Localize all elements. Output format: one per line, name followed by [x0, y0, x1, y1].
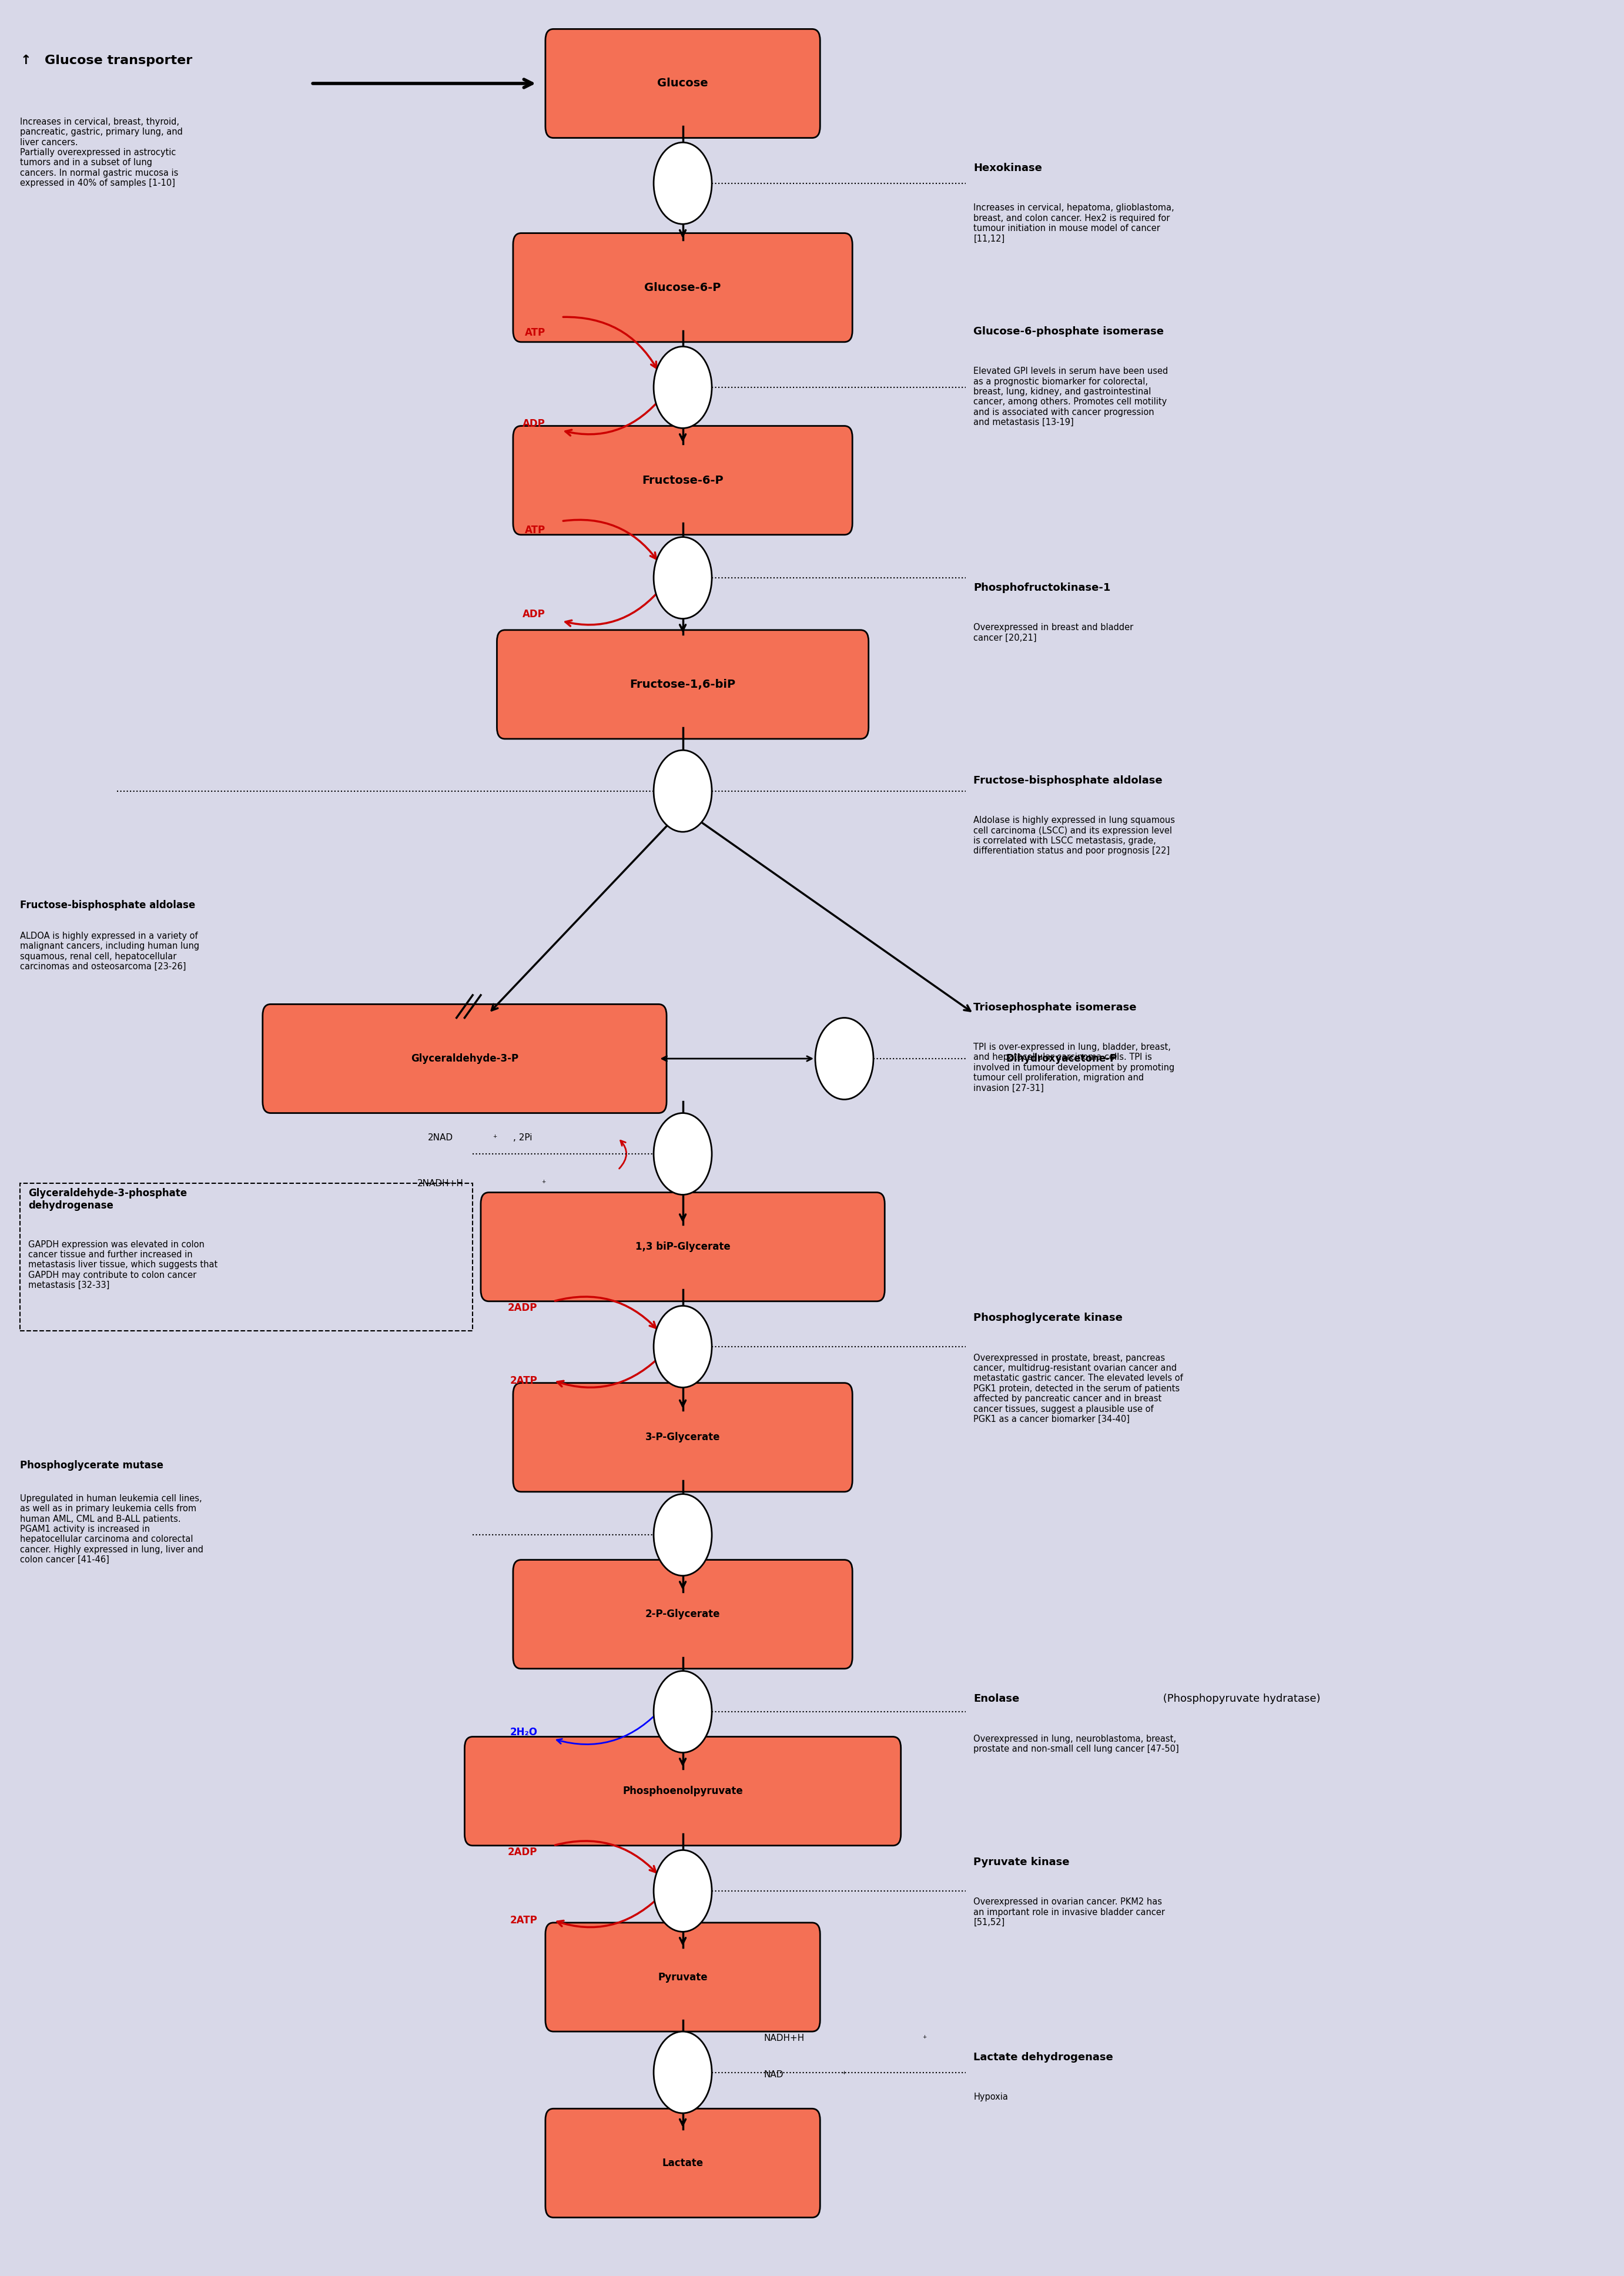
FancyBboxPatch shape: [513, 1384, 853, 1491]
Text: Overexpressed in lung, neuroblastoma, breast,
prostate and non-small cell lung c: Overexpressed in lung, neuroblastoma, br…: [973, 1734, 1179, 1753]
Circle shape: [653, 346, 711, 428]
Text: Pyruvate: Pyruvate: [658, 1971, 708, 1982]
FancyBboxPatch shape: [513, 426, 853, 535]
Text: (Phosphopyruvate hydratase): (Phosphopyruvate hydratase): [1160, 1693, 1320, 1705]
Text: Glucose-6-phosphate isomerase: Glucose-6-phosphate isomerase: [973, 325, 1164, 337]
Text: 2NAD: 2NAD: [427, 1133, 453, 1143]
Circle shape: [653, 1306, 711, 1388]
Text: ATP: ATP: [525, 328, 546, 339]
Text: ATP: ATP: [525, 526, 546, 535]
Circle shape: [653, 1493, 711, 1575]
FancyBboxPatch shape: [546, 30, 820, 139]
Text: Fructose-bisphosphate aldolase: Fructose-bisphosphate aldolase: [19, 899, 195, 910]
Text: 3-P-Glycerate: 3-P-Glycerate: [645, 1432, 719, 1443]
FancyBboxPatch shape: [546, 2108, 820, 2217]
FancyBboxPatch shape: [546, 1923, 820, 2032]
Circle shape: [653, 143, 711, 223]
Circle shape: [815, 1017, 874, 1099]
Text: ↑: ↑: [19, 55, 31, 66]
Text: ADP: ADP: [523, 419, 546, 428]
Text: Phosphofructokinase-1: Phosphofructokinase-1: [973, 583, 1111, 594]
Text: 2ADP: 2ADP: [508, 1848, 538, 1857]
Text: 2ATP: 2ATP: [510, 1914, 538, 1925]
Text: ALDOA is highly expressed in a variety of
malignant cancers, including human lun: ALDOA is highly expressed in a variety o…: [19, 931, 200, 972]
FancyBboxPatch shape: [464, 1737, 901, 1846]
Text: Lactate: Lactate: [663, 2158, 703, 2169]
Circle shape: [653, 1671, 711, 1753]
Text: Phosphoglycerate mutase: Phosphoglycerate mutase: [19, 1459, 164, 1470]
Text: TPI is over-expressed in lung, bladder, breast,
and hepatocellular carcinoma cel: TPI is over-expressed in lung, bladder, …: [973, 1042, 1174, 1092]
Text: 2-P-Glycerate: 2-P-Glycerate: [645, 1609, 719, 1621]
Text: , 2Pi: , 2Pi: [513, 1133, 533, 1143]
Text: Fructose-bisphosphate aldolase: Fructose-bisphosphate aldolase: [973, 776, 1163, 785]
Circle shape: [653, 537, 711, 619]
Text: Phosphoglycerate kinase: Phosphoglycerate kinase: [973, 1313, 1122, 1322]
FancyBboxPatch shape: [513, 232, 853, 341]
Text: Fructose-1,6-biP: Fructose-1,6-biP: [630, 678, 736, 690]
Text: Increases in cervical, breast, thyroid,
pancreatic, gastric, primary lung, and
l: Increases in cervical, breast, thyroid, …: [19, 118, 184, 187]
Text: Glucose transporter: Glucose transporter: [44, 55, 192, 66]
Text: Hexokinase: Hexokinase: [973, 164, 1043, 173]
Text: Overexpressed in prostate, breast, pancreas
cancer, multidrug-resistant ovarian : Overexpressed in prostate, breast, pancr…: [973, 1354, 1184, 1422]
Text: Fructose-6-P: Fructose-6-P: [641, 476, 723, 485]
FancyBboxPatch shape: [497, 630, 869, 740]
Text: Triosephosphate isomerase: Triosephosphate isomerase: [973, 1001, 1137, 1013]
Text: Overexpressed in ovarian cancer. PKM2 has
an important role in invasive bladder : Overexpressed in ovarian cancer. PKM2 ha…: [973, 1898, 1164, 1928]
Text: Increases in cervical, hepatoma, glioblastoma,
breast, and colon cancer. Hex2 is: Increases in cervical, hepatoma, gliobla…: [973, 203, 1174, 244]
Text: NADH+H: NADH+H: [763, 2035, 804, 2044]
Text: Elevated GPI levels in serum have been used
as a prognostic biomarker for colore: Elevated GPI levels in serum have been u…: [973, 366, 1168, 428]
Text: Enolase: Enolase: [973, 1693, 1020, 1705]
Text: GAPDH expression was elevated in colon
cancer tissue and further increased in
me: GAPDH expression was elevated in colon c…: [28, 1240, 218, 1290]
Circle shape: [653, 1113, 711, 1195]
Text: 2ATP: 2ATP: [510, 1375, 538, 1386]
Text: Dihydroxyacetone-P: Dihydroxyacetone-P: [1005, 1054, 1117, 1063]
Text: Phosphoenolpyruvate: Phosphoenolpyruvate: [622, 1787, 742, 1796]
Text: Hypoxia: Hypoxia: [973, 2092, 1009, 2101]
Text: Aldolase is highly expressed in lung squamous
cell carcinoma (LSCC) and its expr: Aldolase is highly expressed in lung squ…: [973, 817, 1176, 856]
Text: Upregulated in human leukemia cell lines,
as well as in primary leukemia cells f: Upregulated in human leukemia cell lines…: [19, 1493, 203, 1564]
Text: $^+$: $^+$: [541, 1179, 547, 1188]
Text: Glucose-6-P: Glucose-6-P: [645, 282, 721, 294]
Text: 2H₂O: 2H₂O: [510, 1727, 538, 1737]
Text: Pyruvate kinase: Pyruvate kinase: [973, 1857, 1070, 1869]
FancyBboxPatch shape: [481, 1193, 885, 1302]
Text: 2NADH+H: 2NADH+H: [417, 1179, 463, 1188]
Text: Lactate dehydrogenase: Lactate dehydrogenase: [973, 2053, 1114, 2062]
Circle shape: [653, 751, 711, 831]
Circle shape: [653, 1850, 711, 1932]
Text: $^+$: $^+$: [922, 2035, 927, 2042]
FancyBboxPatch shape: [513, 1559, 853, 1668]
Text: 2ADP: 2ADP: [508, 1302, 538, 1313]
Circle shape: [653, 2032, 711, 2112]
Text: ADP: ADP: [523, 610, 546, 619]
Text: Glucose: Glucose: [658, 77, 708, 89]
Text: $^+$: $^+$: [841, 2071, 848, 2078]
Text: NAD: NAD: [763, 2071, 783, 2078]
Text: Overexpressed in breast and bladder
cancer [20,21]: Overexpressed in breast and bladder canc…: [973, 624, 1134, 642]
Text: $^+$: $^+$: [492, 1133, 499, 1143]
FancyBboxPatch shape: [263, 1004, 666, 1113]
Text: 1,3 biP-Glycerate: 1,3 biP-Glycerate: [635, 1243, 731, 1252]
Text: Glyceraldehyde-3-P: Glyceraldehyde-3-P: [411, 1054, 518, 1063]
Text: Glyceraldehyde-3-phosphate
dehydrogenase: Glyceraldehyde-3-phosphate dehydrogenase: [28, 1188, 187, 1211]
